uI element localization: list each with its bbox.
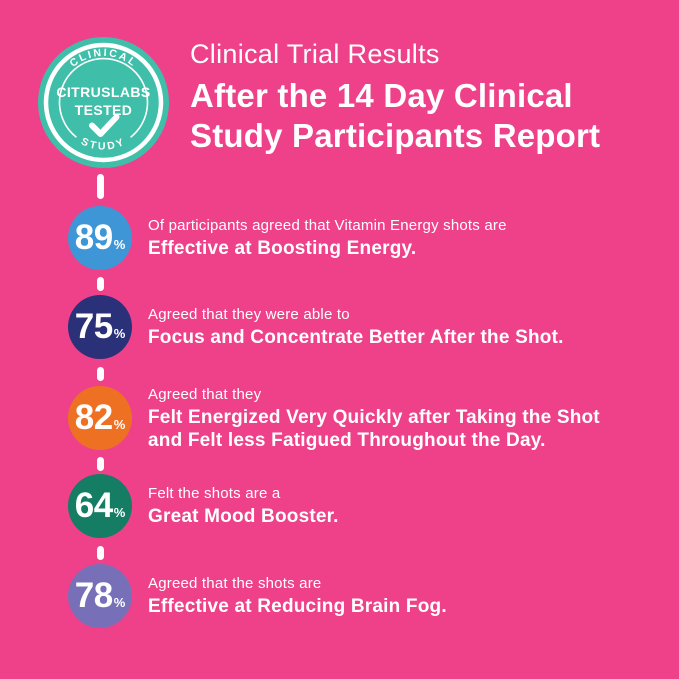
timeline-dash: [97, 546, 104, 560]
stat-value: 75%: [75, 307, 126, 347]
timeline-dash: [97, 174, 104, 199]
stat-percentage-circle: 75%: [68, 295, 132, 359]
stat-percent-sign: %: [113, 237, 126, 252]
stat-row: 89% Of participants agreed that Vitamin …: [68, 206, 507, 270]
stat-bold-line: Effective at Reducing Brain Fog.: [148, 596, 447, 617]
stat-percent-sign: %: [113, 595, 126, 610]
stat-row: 82% Agreed that they Felt Energized Very…: [68, 385, 600, 452]
stat-lead-line: Of participants agreed that Vitamin Ener…: [148, 217, 507, 234]
page-title-line1: After the 14 Day Clinical: [190, 77, 573, 114]
stat-percentage-circle: 89%: [68, 206, 132, 270]
check-icon: [89, 114, 120, 137]
stat-number: 64: [74, 486, 113, 525]
stat-number: 78: [74, 576, 113, 615]
header: Clinical Trial Results After the 14 Day …: [190, 38, 600, 156]
badge-name-text: CITRUSLABS: [56, 84, 150, 100]
timeline-dash: [97, 277, 104, 291]
badge-seal-icon: CLINICAL CITRUSLABS TESTED STUDY: [38, 37, 169, 168]
header-eyebrow: Clinical Trial Results: [190, 39, 440, 69]
stat-bold-line: Focus and Concentrate Better After the S…: [148, 327, 564, 348]
stat-bold-line: and Felt less Fatigued Throughout the Da…: [148, 429, 546, 451]
stat-value: 82%: [75, 398, 126, 438]
page-title-line2: Study Participants Report: [190, 117, 601, 154]
page-title: After the 14 Day Clinical Study Particip…: [190, 76, 600, 156]
badge-tested-text: TESTED: [75, 102, 133, 118]
stat-percent-sign: %: [113, 505, 126, 520]
stat-text: Agreed that the shots are Effective at R…: [148, 574, 447, 618]
stat-row: 64% Felt the shots are a Great Mood Boos…: [68, 474, 339, 538]
badge-inner-ring: [58, 57, 149, 138]
badge-outer-circle: [38, 37, 169, 168]
stat-percentage-circle: 78%: [68, 564, 132, 628]
stat-bold-line: Effective at Boosting Energy.: [148, 238, 417, 259]
stat-value: 78%: [75, 576, 126, 616]
stat-row: 78% Agreed that the shots are Effective …: [68, 564, 447, 628]
stat-percentage-circle: 82%: [68, 386, 132, 450]
stat-lead-line: Agreed that they: [148, 385, 262, 403]
stat-text: Agreed that they were able to Focus and …: [148, 305, 564, 349]
stat-number: 75: [74, 307, 113, 346]
citruslabs-tested-badge: CLINICAL CITRUSLABS TESTED STUDY: [38, 37, 169, 168]
stat-lead-line: Agreed that they were able to: [148, 306, 350, 323]
timeline-dash: [97, 457, 104, 471]
stat-percent-sign: %: [113, 417, 126, 432]
stat-text: Of participants agreed that Vitamin Ener…: [148, 216, 507, 260]
badge-bottom-arc-text: STUDY: [79, 136, 128, 153]
stat-text: Felt the shots are a Great Mood Booster.: [148, 484, 339, 528]
stat-lead-line: Agreed that the shots are: [148, 575, 322, 592]
stat-lead-line: Felt the shots are a: [148, 485, 281, 502]
stat-row: 75% Agreed that they were able to Focus …: [68, 295, 564, 359]
stat-number: 89: [74, 218, 113, 257]
stat-percent-sign: %: [113, 326, 126, 341]
stat-bold-line: Felt Energized Very Quickly after Taking…: [148, 406, 600, 428]
stat-bold-line: Great Mood Booster.: [148, 506, 339, 527]
stat-percentage-circle: 64%: [68, 474, 132, 538]
stat-value: 64%: [75, 486, 126, 526]
badge-white-ring: [43, 42, 164, 163]
timeline-dash: [97, 367, 104, 381]
stat-text: Agreed that they Felt Energized Very Qui…: [148, 385, 600, 452]
stat-value: 89%: [75, 218, 126, 258]
stat-number: 82: [74, 398, 113, 437]
